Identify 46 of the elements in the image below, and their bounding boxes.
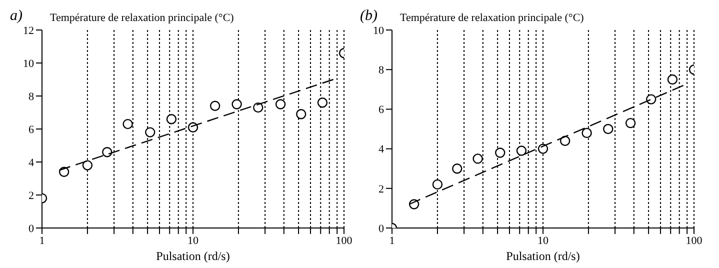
point [232, 99, 242, 110]
y-tick-label: 0 [28, 222, 34, 235]
x-tick-label: 1 [389, 234, 395, 247]
y-tick-label: 4 [28, 156, 34, 169]
point [603, 124, 614, 134]
y-axis-title: Température de relaxation principale (°C) [50, 12, 234, 24]
point [122, 118, 133, 130]
point [452, 164, 462, 174]
x-tick-label: 10 [188, 234, 199, 247]
point [145, 127, 156, 138]
point [317, 98, 328, 108]
point [253, 102, 264, 113]
x-axis-title: Pulsation (rd/s) [155, 249, 231, 264]
point [495, 148, 506, 158]
y-tick-label: 2 [28, 190, 34, 202]
x-tick-label: 100 [686, 234, 703, 247]
point [560, 136, 570, 146]
point [516, 146, 527, 156]
point [646, 94, 656, 104]
y-tick-label: 8 [28, 90, 34, 103]
chart-title: a) [10, 8, 22, 25]
y-axis-title: Température de relaxation principale (°C) [400, 12, 584, 24]
y-tick-label: 2 [378, 183, 384, 196]
y-tick-label: 10 [23, 58, 34, 70]
point [166, 114, 177, 124]
x-tick-label: 1 [39, 234, 45, 247]
chart-title: (b) [360, 8, 378, 25]
y-tick-label: 6 [378, 104, 384, 116]
y-tick-label: 12 [23, 24, 34, 37]
point [210, 100, 220, 111]
point [296, 109, 306, 120]
x-tick-label: 10 [538, 234, 549, 247]
point [102, 147, 112, 158]
point [625, 118, 636, 128]
x-tick-label: 100 [336, 234, 353, 247]
point [538, 144, 548, 154]
point [667, 74, 678, 85]
x-axis-title: Pulsation (rd/s) [505, 249, 581, 264]
point [582, 128, 592, 138]
y-tick-label: 8 [378, 64, 384, 77]
point [472, 154, 483, 164]
y-tick-label: 6 [28, 124, 34, 136]
point [275, 99, 286, 110]
y-tick-label: 0 [378, 222, 384, 235]
y-tick-label: 4 [378, 144, 384, 156]
y-tick-label: 10 [373, 24, 384, 37]
